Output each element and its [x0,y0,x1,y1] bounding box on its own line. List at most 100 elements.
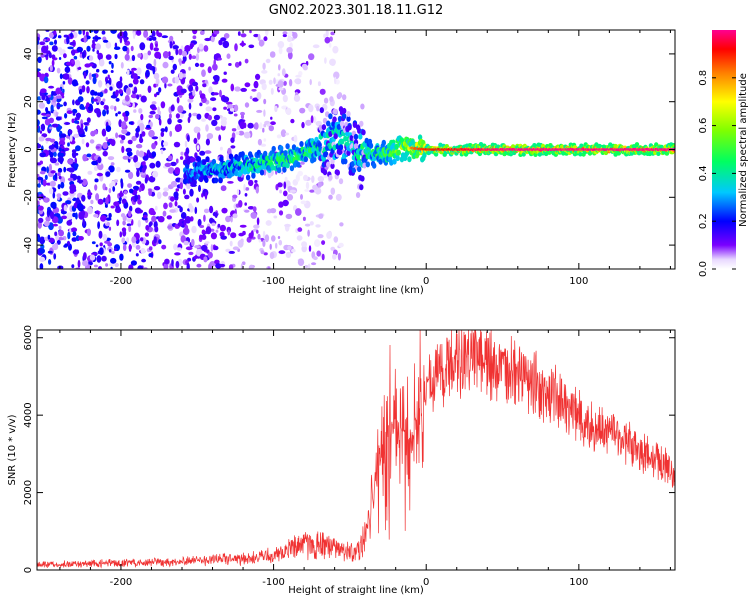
spectrogram-noise-point [69,134,73,142]
spectrogram-noise-point [311,262,317,266]
spectrogram-noise-point [38,217,44,223]
spectrogram-noise-point [102,69,108,74]
spectrogram-ridge-point [407,156,412,163]
spectrogram-noise-point [285,251,292,258]
spectrogram-noise-point [156,191,162,200]
spectrogram-noise-point [278,87,284,91]
spectrogram-noise-point [83,252,87,261]
spectrogram-noise-point [131,67,137,71]
spectrogram-noise-point [111,250,115,255]
spectrogram-noise-point [124,169,131,173]
spectrogram-noise-point [108,226,112,231]
spectrogram-noise-point [113,105,117,112]
spectrogram-noise-point [309,189,315,193]
spectrogram-noise-point [135,131,140,138]
spectrogram-noise-point [59,73,63,80]
spectrogram-noise-point [188,84,194,92]
spectrogram-noise-point [81,138,85,145]
spectrogram-noise-point [175,113,180,119]
spectrogram-noise-point [218,39,223,46]
spectrogram-ridge-point [433,152,439,157]
spectrogram-noise-point [230,216,233,223]
spectrogram-noise-point [115,89,119,97]
spectrogram-noise-point [122,244,127,251]
spectrogram-noise-point [122,220,126,226]
spectrogram-noise-point [253,33,259,38]
spectrogram-noise-point [73,55,78,60]
spectrogram-noise-point [101,255,107,262]
spectrogram-noise-point [203,214,206,222]
spectrogram-noise-point [195,85,199,92]
spectrogram-noise-point [215,263,222,269]
spectrogram-noise-point [91,160,98,166]
spectrogram-noise-point [45,113,51,117]
colorbar: 0.0 0.2 0.4 0.6 0.8 Normalized spectral ampl… [698,30,749,277]
spectrogram-noise-point [173,191,179,199]
snr-y-label: SNR (10 * v/v) [7,414,18,485]
spectrogram-noise-point [173,243,178,251]
spectrogram-noise-point [107,156,115,161]
spectrogram-noise-point [263,123,267,128]
spectrogram-noise-point [258,239,262,243]
spectrogram-noise-point [57,104,64,107]
colorbar-tick-label: 0.8 [698,70,709,86]
spectrogram-noise-point [278,210,284,216]
spectrogram-noise-point [192,112,198,117]
spectrogram-noise-point [304,189,310,192]
spectrogram-noise-point [285,213,293,220]
spectrogram-noise-point [177,105,184,113]
snr-frame [36,329,676,571]
spectrogram-ridge-point [342,113,347,120]
spectrogram-noise-point [130,219,134,226]
spectrogram-noise-point [198,184,201,193]
spectrogram-noise-point [137,53,142,58]
spectrogram-noise-point [58,57,62,60]
spectrogram-noise-point [204,79,208,85]
spectrogram-noise-point [201,118,206,122]
spectrogram-noise-point [122,155,129,160]
spectrogram-noise-point [219,146,223,151]
spectrogram-noise-point [135,244,141,250]
spectrogram-noise-point [96,255,102,263]
spectrogram-noise-point [205,124,209,132]
spectrogram-noise-point [134,161,141,169]
spectrogram-noise-point [258,39,265,47]
spectrogram-noise-point [49,41,54,46]
spectrogram-noise-point [74,59,81,68]
spectrogram-noise-point [167,118,172,125]
spectrogram-noise-point [125,147,132,153]
spectrogram-noise-point [239,121,246,130]
spectrogram-noise-point [73,120,80,124]
spectrogram-noise-point [75,112,81,119]
spectrogram-noise-point [207,66,212,74]
spectrogram-noise-point [186,262,190,269]
spectrogram-noise-point [169,209,176,213]
spectrogram-noise-point [86,86,90,94]
spectrogram-noise-point [116,205,121,213]
spectrogram-noise-point [130,260,137,266]
spectrogram-noise-point [325,30,329,37]
spectrogram-noise-point [123,114,129,122]
spectrogram-noise-point [269,51,276,58]
spectrogram-noise-point [56,193,62,198]
spectrogram-noise-point [98,266,102,269]
spectrogram-noise-point [132,78,139,85]
spectrogram-noise-point [129,205,133,212]
spectrogram-ridge-point [361,129,366,136]
spectrogram-noise-point [113,248,117,252]
spectrogram-noise-point [38,136,45,142]
spectrogram-noise-point [39,152,46,158]
spectrogram-noise-point [42,38,47,42]
spectrogram-noise-point [230,232,237,239]
spectrogram-noise-point [193,126,200,134]
spectrogram-noise-point [157,32,163,38]
spectrogram-noise-point [42,179,47,187]
spectrogram-noise-point [67,46,74,50]
spectrogram-noise-point [199,30,205,35]
spectrogram-noise-point [185,147,190,155]
spectrogram-noise-point [309,221,314,226]
spectrogram-noise-point [74,117,78,121]
x-tick-label: 100 [569,577,588,588]
spectrogram-noise-point [72,112,76,116]
